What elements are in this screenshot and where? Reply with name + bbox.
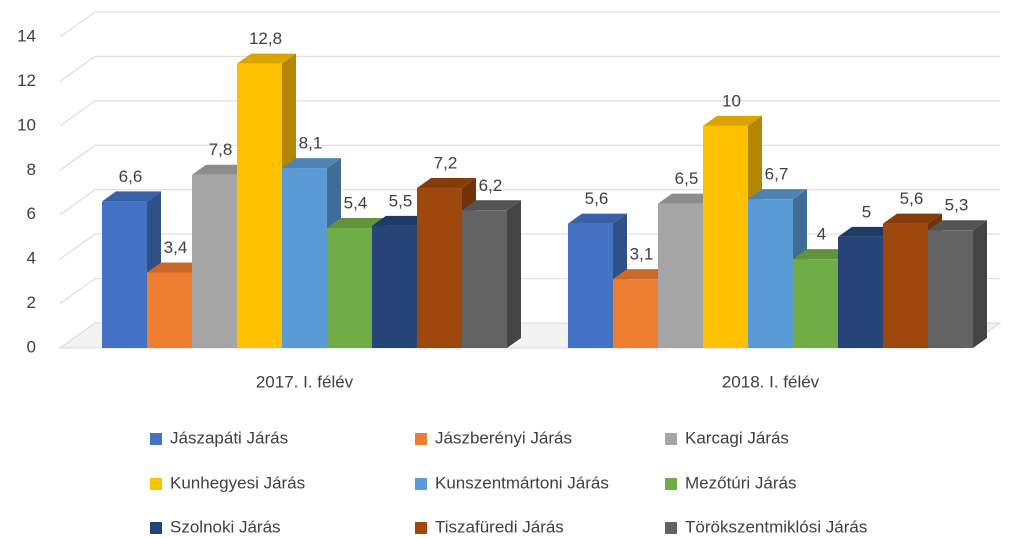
legend-label: Karcagi Járás	[685, 428, 789, 447]
bar-side	[507, 200, 521, 348]
bar-top	[192, 164, 251, 175]
bar-top	[372, 215, 431, 226]
data-label: 5,3	[945, 196, 969, 215]
bar	[327, 228, 372, 348]
legend-swatch	[415, 433, 427, 445]
data-label: 7,2	[434, 154, 458, 173]
legend-swatch	[665, 433, 677, 445]
bar-top	[793, 249, 852, 260]
bar-top	[748, 189, 807, 200]
data-label: 5,5	[389, 191, 413, 210]
data-label: 5,6	[900, 189, 924, 208]
legend-label: Kunszentmártoni Járás	[435, 473, 609, 492]
bar	[462, 200, 521, 348]
legend-label: Szolnoki Járás	[170, 517, 281, 536]
bar-top	[147, 262, 206, 273]
bar	[417, 188, 462, 348]
bar-side	[973, 220, 987, 348]
y-tick-label: 10	[17, 115, 36, 134]
y-tick-label: 14	[17, 26, 36, 45]
data-label: 10	[722, 91, 741, 110]
y-tick-label: 2	[27, 293, 36, 312]
bar	[703, 125, 748, 348]
legend-swatch	[415, 478, 427, 490]
bar-top	[462, 200, 521, 211]
x-tick-label: 2017. I. félév	[256, 372, 354, 391]
bar-top	[417, 178, 476, 189]
bar	[748, 199, 793, 348]
data-label: 3,4	[164, 238, 188, 257]
bar-top	[883, 213, 942, 224]
legend-label: Törökszentmiklósi Járás	[685, 517, 867, 536]
bar-top	[282, 158, 341, 169]
bar	[192, 174, 237, 348]
legend-swatch	[150, 433, 162, 445]
bar-top	[102, 191, 161, 202]
bar-top	[658, 193, 717, 204]
bar-top	[838, 226, 897, 237]
bar-top	[928, 220, 987, 231]
grid-line	[59, 189, 1000, 216]
data-label: 12,8	[249, 29, 282, 48]
bar	[568, 223, 613, 348]
bar	[372, 225, 417, 348]
legend-swatch	[415, 522, 427, 534]
bar	[613, 279, 658, 348]
y-tick-label: 0	[27, 337, 36, 356]
grid-line	[59, 55, 1000, 82]
legend-swatch	[665, 522, 677, 534]
data-label: 6,5	[675, 169, 699, 188]
legend-label: Kunhegyesi Járás	[170, 473, 305, 492]
grid-line	[59, 11, 1000, 38]
data-label: 5	[862, 202, 871, 221]
data-label: 6,7	[765, 165, 789, 184]
bar	[102, 191, 161, 348]
grid-line	[59, 144, 1000, 171]
bar-top	[237, 53, 296, 64]
data-label: 5,4	[344, 194, 368, 213]
bar-top	[613, 269, 672, 280]
legend-swatch	[665, 478, 677, 490]
y-tick-label: 6	[27, 204, 36, 223]
bar	[883, 223, 928, 348]
bar	[658, 203, 703, 348]
y-tick-label: 12	[17, 71, 36, 90]
bar	[147, 272, 192, 348]
bar	[928, 230, 973, 348]
data-label: 3,1	[630, 245, 654, 264]
data-label: 8,1	[299, 134, 323, 153]
data-label: 5,6	[585, 189, 609, 208]
bar	[928, 220, 987, 348]
bar	[793, 259, 838, 348]
bar-top	[703, 115, 762, 126]
y-tick-label: 4	[27, 249, 36, 268]
y-tick-label: 8	[27, 160, 36, 179]
bar	[237, 63, 282, 349]
bar-top	[327, 218, 386, 229]
data-label: 6,2	[479, 176, 503, 195]
bar	[282, 168, 327, 348]
legend-label: Tiszafüredi Járás	[435, 517, 564, 536]
bar-top	[568, 213, 627, 224]
legend-label: Mezőtúri Járás	[685, 473, 796, 492]
legend-swatch	[150, 522, 162, 534]
grid-line	[59, 100, 1000, 127]
data-label: 6,6	[119, 167, 143, 186]
bar	[462, 210, 507, 348]
x-tick-label: 2018. I. félév	[722, 372, 820, 391]
data-label: 7,8	[209, 140, 233, 159]
bar	[102, 201, 147, 348]
legend-swatch	[150, 478, 162, 490]
bar	[838, 236, 883, 348]
legend-label: Jászapáti Járás	[170, 428, 288, 447]
legend-label: Jászberényi Járás	[435, 428, 572, 447]
data-label: 4	[817, 225, 826, 244]
